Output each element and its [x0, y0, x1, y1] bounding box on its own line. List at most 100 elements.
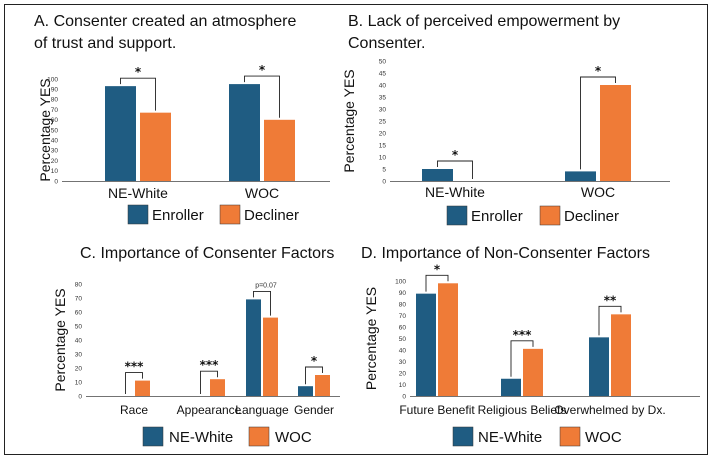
category-label: Gender: [294, 403, 334, 417]
y-tick-label: 60: [399, 324, 407, 331]
y-tick-label: 0: [54, 178, 58, 185]
y-tick-label: 0: [382, 178, 386, 185]
y-tick-label: 40: [399, 347, 407, 354]
significance-marker: **: [604, 293, 617, 307]
y-axis-label: Percentage YES: [52, 288, 68, 391]
significance-bracket: [244, 75, 280, 118]
legend-label: NE-White: [169, 429, 233, 446]
legend-label: NE-White: [478, 429, 542, 446]
bar-decliner: [600, 85, 631, 181]
y-tick-label: 100: [47, 76, 58, 83]
legend-swatch-ne-white: [452, 426, 474, 447]
y-tick-label: 30: [75, 351, 83, 358]
category-label: WOC: [581, 184, 615, 200]
y-tick-label: 100: [395, 278, 406, 285]
y-tick-label: 80: [399, 301, 407, 308]
bar-woc: [210, 379, 225, 396]
category-label: Appearance: [177, 403, 242, 417]
bar-ne-white: [416, 293, 436, 396]
significance-marker: *: [311, 354, 318, 368]
y-tick-label: 20: [75, 365, 83, 372]
panel-title: D. Importance of Non-Consenter Factors: [361, 245, 650, 262]
y-tick-label: 90: [51, 87, 59, 94]
significance-marker: *: [595, 64, 602, 78]
y-tick-label: 15: [379, 142, 387, 149]
significance-marker: *: [434, 262, 441, 276]
category-label: WOC: [245, 185, 279, 201]
significance-marker: ***: [125, 360, 145, 374]
y-tick-label: 70: [399, 313, 407, 320]
y-tick-label: 50: [379, 58, 387, 65]
panel-title: of trust and support.: [34, 35, 176, 52]
bar-woc: [263, 317, 278, 396]
category-label: Race: [120, 403, 148, 417]
legend-label: Decliner: [564, 208, 619, 225]
legend-swatch-decliner: [539, 205, 561, 226]
y-axis-label: Percentage YES: [341, 69, 357, 172]
significance-bracket: [200, 370, 218, 394]
bar-woc: [315, 375, 330, 396]
bar-ne-white: [298, 386, 313, 396]
p-value-note: p=0.07: [255, 282, 277, 289]
category-label: Language: [235, 403, 289, 417]
legend-label: WOC: [585, 429, 622, 446]
panel-title: Consenter.: [348, 35, 425, 52]
panel-d: D. Importance of Non-Consenter Factors Pe…: [361, 245, 700, 447]
bar-enroller: [422, 169, 453, 181]
y-tick-label: 10: [379, 154, 387, 161]
category-label: Future Benefit: [399, 403, 475, 417]
y-tick-label: 20: [399, 370, 407, 377]
bar-woc: [135, 380, 150, 396]
bar-woc: [611, 314, 631, 396]
panel-a: A. Consenter created an atmosphere of tru…: [34, 13, 330, 225]
panel-c: C. Importance of Consenter Factors Percen…: [52, 245, 340, 447]
y-tick-label: 20: [51, 158, 59, 165]
y-tick-label: 5: [382, 166, 386, 173]
legend-swatch-ne-white: [142, 426, 164, 447]
y-tick-label: 30: [399, 359, 407, 366]
significance-bracket: [425, 274, 449, 292]
y-tick-label: 10: [399, 382, 407, 389]
legend-label: Decliner: [244, 207, 299, 224]
y-tick-label: 60: [51, 117, 59, 124]
y-tick-label: 50: [399, 336, 407, 343]
significance-marker: *: [135, 65, 142, 79]
significance-bracket: [125, 372, 143, 394]
bar-ne-white: [589, 337, 609, 396]
legend-label: Enroller: [471, 208, 523, 225]
bar-enroller: [105, 86, 136, 181]
legend-label: Enroller: [152, 207, 204, 224]
y-tick-label: 0: [78, 393, 82, 400]
significance-bracket: [253, 290, 271, 316]
legend-swatch-enroller: [127, 204, 149, 225]
significance-marker: ***: [513, 328, 533, 342]
bar-decliner: [140, 112, 171, 181]
y-tick-label: 25: [379, 118, 387, 125]
category-label: NE-White: [108, 185, 168, 201]
bar-woc: [438, 283, 458, 396]
legend-swatch-woc: [248, 426, 270, 447]
y-tick-label: 30: [379, 106, 387, 113]
y-tick-label: 20: [379, 130, 387, 137]
y-tick-label: 80: [75, 281, 83, 288]
y-tick-label: 0: [402, 393, 406, 400]
category-label: Religious Beliefs: [478, 403, 567, 417]
category-label: Overwhelmed by Dx.: [554, 403, 665, 417]
legend-swatch-woc: [559, 426, 581, 447]
significance-bracket: [598, 305, 622, 336]
y-tick-label: 45: [379, 70, 387, 77]
significance-marker: *: [259, 63, 266, 77]
bar-decliner: [264, 119, 295, 181]
y-tick-label: 70: [51, 107, 59, 114]
y-tick-label: 90: [399, 290, 407, 297]
legend-swatch-enroller: [446, 205, 468, 226]
bar-enroller: [565, 171, 596, 181]
y-tick-label: 60: [75, 309, 83, 316]
y-tick-label: 70: [75, 295, 83, 302]
significance-marker: ***: [200, 358, 220, 372]
y-axis-label: Percentage YES: [363, 287, 379, 390]
bar-woc: [523, 348, 543, 396]
significance-marker: *: [452, 148, 459, 162]
bar-ne-white: [501, 378, 521, 396]
